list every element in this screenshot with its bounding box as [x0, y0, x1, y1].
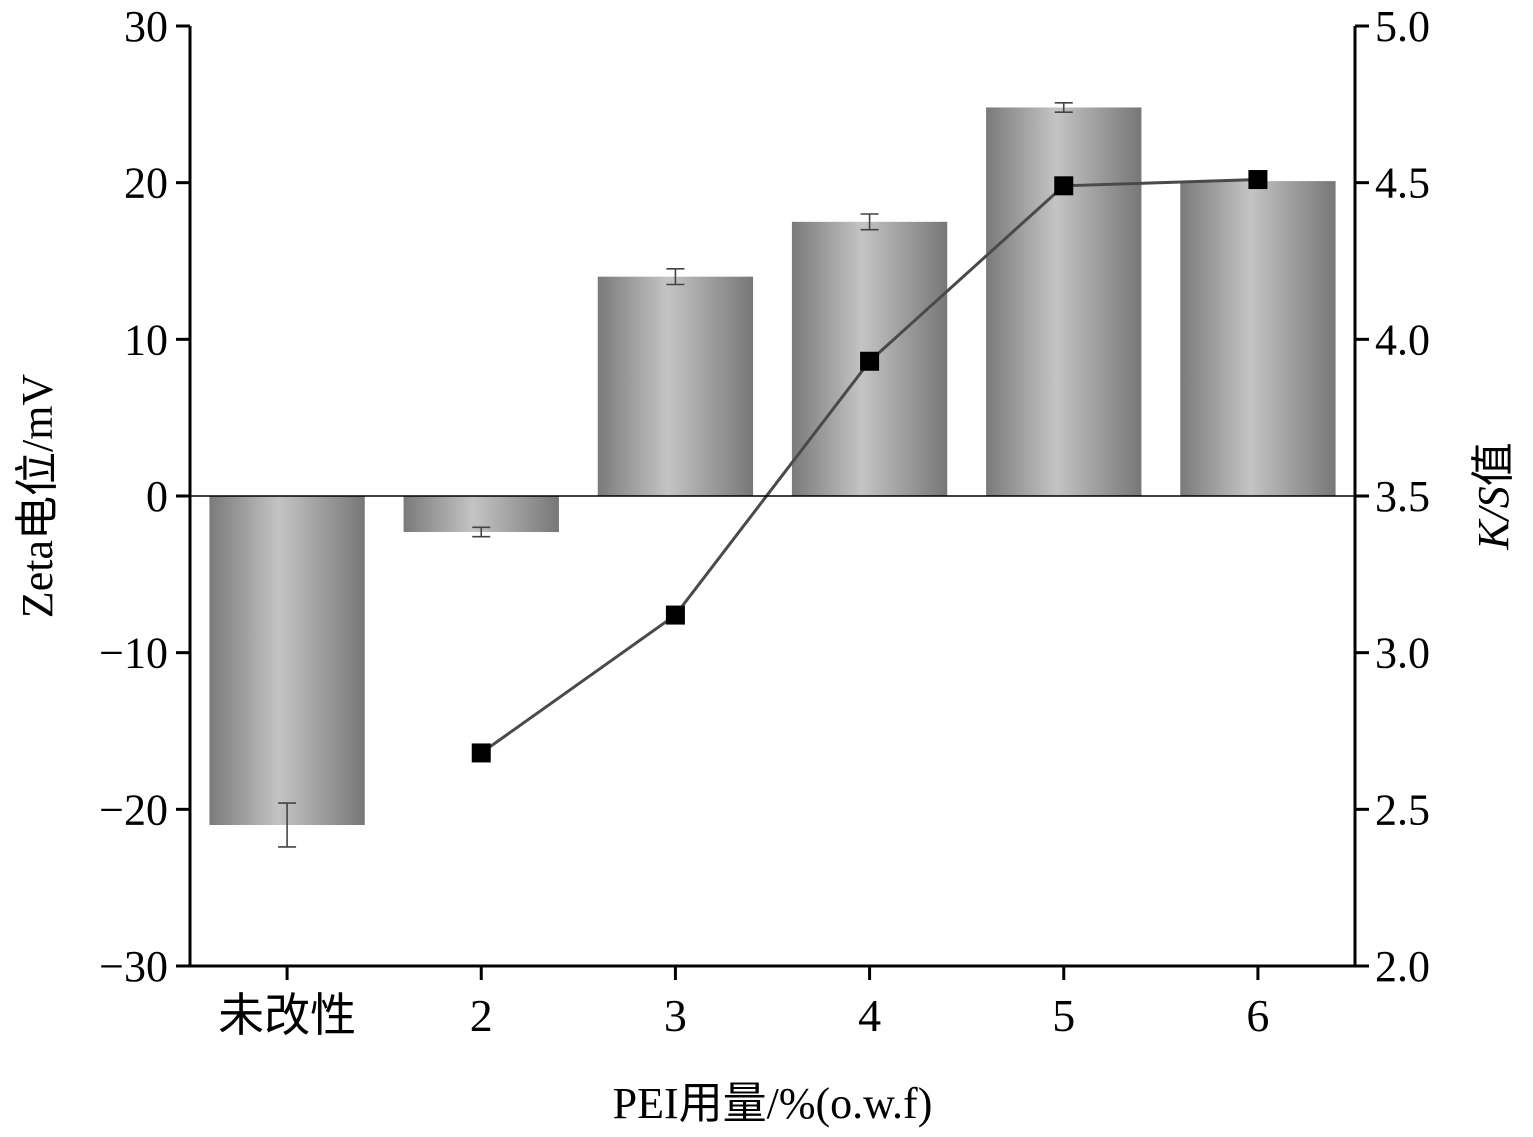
x-tick-label: 4	[858, 990, 881, 1041]
y-left-tick-label: −30	[99, 942, 168, 991]
bar-2	[597, 276, 754, 496]
bar-0	[209, 496, 365, 825]
ks-marker-5	[1248, 170, 1268, 190]
y-left-tick-label: 10	[124, 315, 168, 364]
y-axis-right-title: K/S值	[1469, 442, 1518, 551]
y-left-tick-label: −20	[99, 785, 168, 834]
y-left-tick-label: 0	[146, 472, 168, 521]
ks-marker-2	[665, 605, 685, 625]
y-axis-right-title-italic: K/S	[1469, 486, 1518, 551]
labels-layer: 30 20 10 0 −10 −20 −30 5.0 4.5 4.0 3.5 3.0 2.5 2.0 未改性…	[99, 2, 1430, 1041]
y-axis-left-title: Zeta电位/mV	[13, 374, 62, 619]
x-axis-title: PEI用量/%(o.w.f)	[613, 1079, 933, 1128]
x-tick-label: 3	[664, 990, 687, 1041]
ks-marker-3	[860, 351, 880, 371]
ks-marker-1	[471, 743, 491, 763]
x-tick-label: 5	[1052, 990, 1075, 1041]
axes-layer	[176, 24, 1369, 980]
bar-1	[403, 496, 559, 533]
y-left-tick-label: 20	[124, 159, 168, 208]
x-tick-label: 2	[470, 990, 493, 1041]
y-right-tick-label: 3.0	[1375, 629, 1430, 678]
ks-marker-4	[1054, 176, 1074, 196]
y-right-tick-label: 2.0	[1375, 942, 1430, 991]
x-tick-label: 未改性	[218, 990, 356, 1041]
y-right-tick-label: 4.0	[1375, 315, 1430, 364]
y-right-tick-label: 2.5	[1375, 785, 1430, 834]
bar-5	[1180, 181, 1336, 496]
y-left-tick-label: 30	[124, 2, 168, 51]
line-layer	[471, 170, 1268, 763]
y-axis-right-title-suffix: 值	[1469, 442, 1518, 486]
y-right-tick-label: 5.0	[1375, 2, 1430, 51]
y-right-tick-label: 3.5	[1375, 472, 1430, 521]
y-right-tick-label: 4.5	[1375, 159, 1430, 208]
bars-layer	[209, 101, 1336, 848]
x-tick-label: 6	[1246, 990, 1269, 1041]
bar-4	[986, 107, 1142, 496]
y-left-tick-label: −10	[99, 629, 168, 678]
